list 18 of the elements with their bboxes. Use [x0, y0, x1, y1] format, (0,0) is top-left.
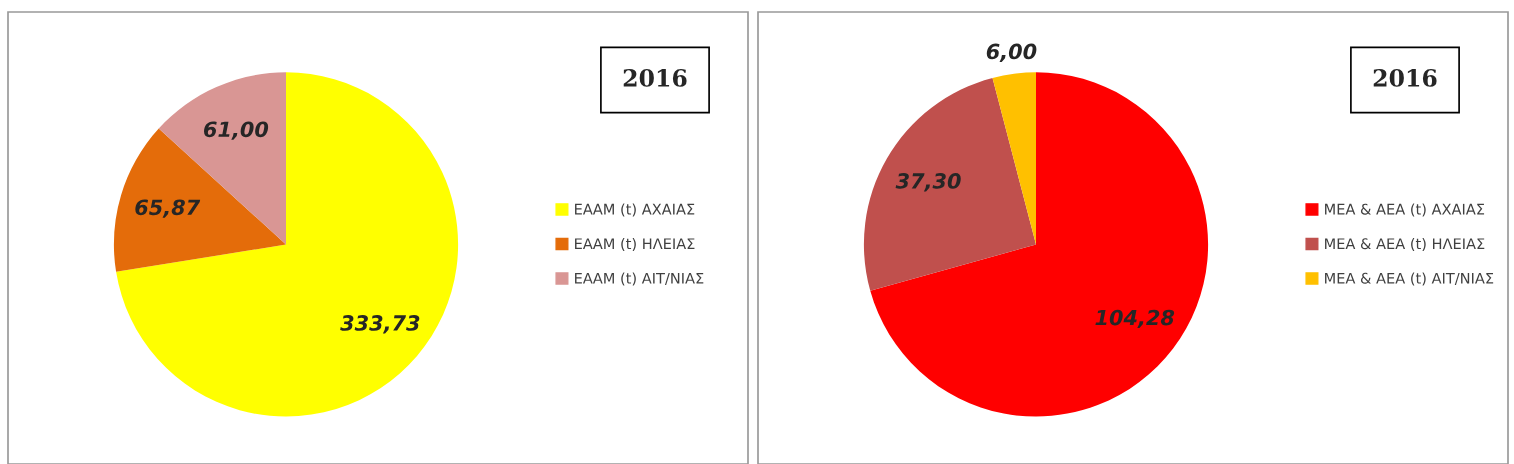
legend-label: ΜΕΑ & ΑΕΑ (t) ΑΙΤ/ΝΙΑΣ: [1325, 272, 1494, 286]
legend-label: ΕΑΑΜ (t) ΗΛΕΙΑΣ: [575, 237, 695, 251]
data-label: 65,87: [135, 199, 201, 218]
pie-slice: [116, 72, 459, 417]
legend-label: ΕΑΑΜ (t) ΑΧΑΙΑΣ: [575, 203, 695, 217]
pie-slice: [992, 72, 1036, 245]
data-label: 61,00: [204, 121, 269, 140]
legend-label: ΕΑΑΜ (t) ΑΙΤ/ΝΙΑΣ: [575, 272, 704, 286]
text: 2016: [1373, 68, 1437, 87]
legend-label: ΜΕΑ & ΑΕΑ (t) ΑΧΑΙΑΣ: [1325, 203, 1485, 217]
data-label: 104,28: [1095, 309, 1175, 329]
data-label: 6,00: [986, 43, 1037, 62]
legend-label: ΜΕΑ & ΑΕΑ (t) ΗΛΕΙΑΣ: [1325, 237, 1485, 251]
data-label: 37,30: [895, 173, 961, 192]
chart-title: 2016: [623, 68, 687, 87]
pie-slice: [863, 77, 1036, 291]
data-label: 333,73: [340, 315, 420, 334]
pie-slice: [870, 72, 1209, 417]
